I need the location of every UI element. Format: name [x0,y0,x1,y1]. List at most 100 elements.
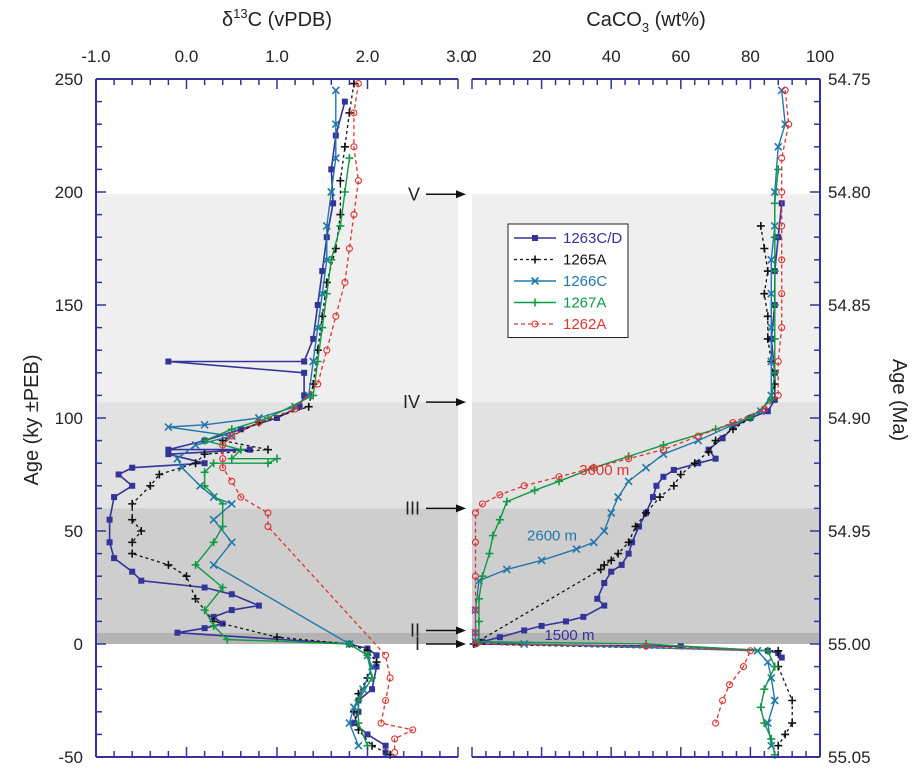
d13c-y-tick-label: -50 [58,748,83,767]
d13c-point [319,268,326,275]
legend-label: 1262A [563,316,606,333]
d13c-point [218,583,227,592]
caco3-point [589,538,598,547]
d13c-point [200,481,209,490]
d13c-point [273,454,281,463]
d13c-point [274,415,280,421]
d13c-point [129,464,136,471]
d13c-point [345,719,354,728]
d13c-point [345,154,354,163]
caco3-point [694,432,702,440]
caco3-line-1262a [474,90,790,724]
d13c-point [373,663,380,670]
caco3-point [746,414,755,422]
caco3-point [704,447,713,456]
d13c-point [263,459,272,468]
caco3-point [478,500,486,508]
d13c-point [200,606,209,615]
caco3-point [471,606,480,614]
caco3-point [474,594,483,603]
horizon-marker-ii: II [410,620,466,640]
caco3-point [555,473,563,481]
caco3-point [471,509,480,517]
d13c-point [291,405,299,413]
caco3-x-tick-label: 100 [806,47,834,66]
caco3-point [676,470,685,479]
caco3-point [770,267,779,276]
d13c-point [200,468,209,477]
d13c-point [255,602,262,609]
caco3-x-tick-label: 0 [467,47,476,66]
caco3-point [770,368,779,377]
d13c-point [200,436,209,445]
caco3-point [530,486,539,495]
d13c-point [354,177,363,185]
legend-marker [532,235,538,241]
d13c-point [236,445,245,454]
caco3-point [653,482,660,489]
d13c-y-axis-label: Age (ky ±PEB) [21,354,43,485]
caco3-point [625,455,633,463]
d13c-point [372,658,381,667]
d13c-point [327,187,336,197]
caco3-point [618,561,625,568]
caco3-y-tick-label: 55.00 [828,635,871,654]
caco3-point [655,493,664,502]
d13c-point [246,446,253,453]
caco3-point [649,494,656,501]
d13c-point [314,302,321,308]
d13c-point [336,176,345,185]
legend-entry-1266c: 1266C [514,273,607,290]
caco3-point [502,497,511,506]
caco3-x-tick-label: 60 [671,47,690,66]
depth-annotation: 3600 m [579,462,629,479]
d13c-point [182,572,191,581]
d13c-point [382,696,390,705]
d13c-point [191,459,200,468]
d13c-point [191,594,200,603]
d13c-x-tick-label: 2.0 [356,47,380,66]
caco3-point [537,556,546,565]
d13c-point [106,539,113,546]
d13c-point [349,79,358,88]
caco3-point [774,165,783,174]
d13c-point [201,625,208,632]
caco3-y-tick-label: 54.75 [828,70,871,89]
caco3-axis-title: CaCO3 (wt%) [586,9,705,35]
caco3-y-tick-label: 55.05 [828,748,871,767]
caco3-point [729,418,737,427]
caco3-point [521,627,528,634]
d13c-point [209,538,218,547]
caco3-point [778,222,786,230]
d13c-point [301,369,308,376]
d13c-point [382,742,389,749]
caco3-point [770,334,779,343]
depth-annotation: 2600 m [527,528,577,545]
caco3-point [788,696,797,705]
caco3-point [763,267,772,276]
legend-label: 1263C/D [563,230,622,247]
legend-marker [531,298,539,307]
caco3-point [502,565,511,574]
caco3-point [562,618,569,625]
caco3-point [624,477,633,486]
d13c-point [228,591,235,598]
d13c-line-1262a [222,83,414,753]
d13c-point [363,651,372,660]
caco3-point [760,719,769,728]
caco3-point [778,256,786,264]
d13c-x-tick-label: -1.0 [81,47,110,66]
d13c-point [345,640,354,648]
d13c-point [373,652,380,659]
d13c-point [318,289,327,298]
caco3-point [763,658,772,667]
caco3-point [600,526,609,536]
d13c-point [358,685,368,694]
d13c-point [164,560,173,569]
d13c-point [209,515,218,524]
caco3-point [778,654,785,661]
d13c-point [350,720,357,727]
d13c-point [309,391,318,400]
